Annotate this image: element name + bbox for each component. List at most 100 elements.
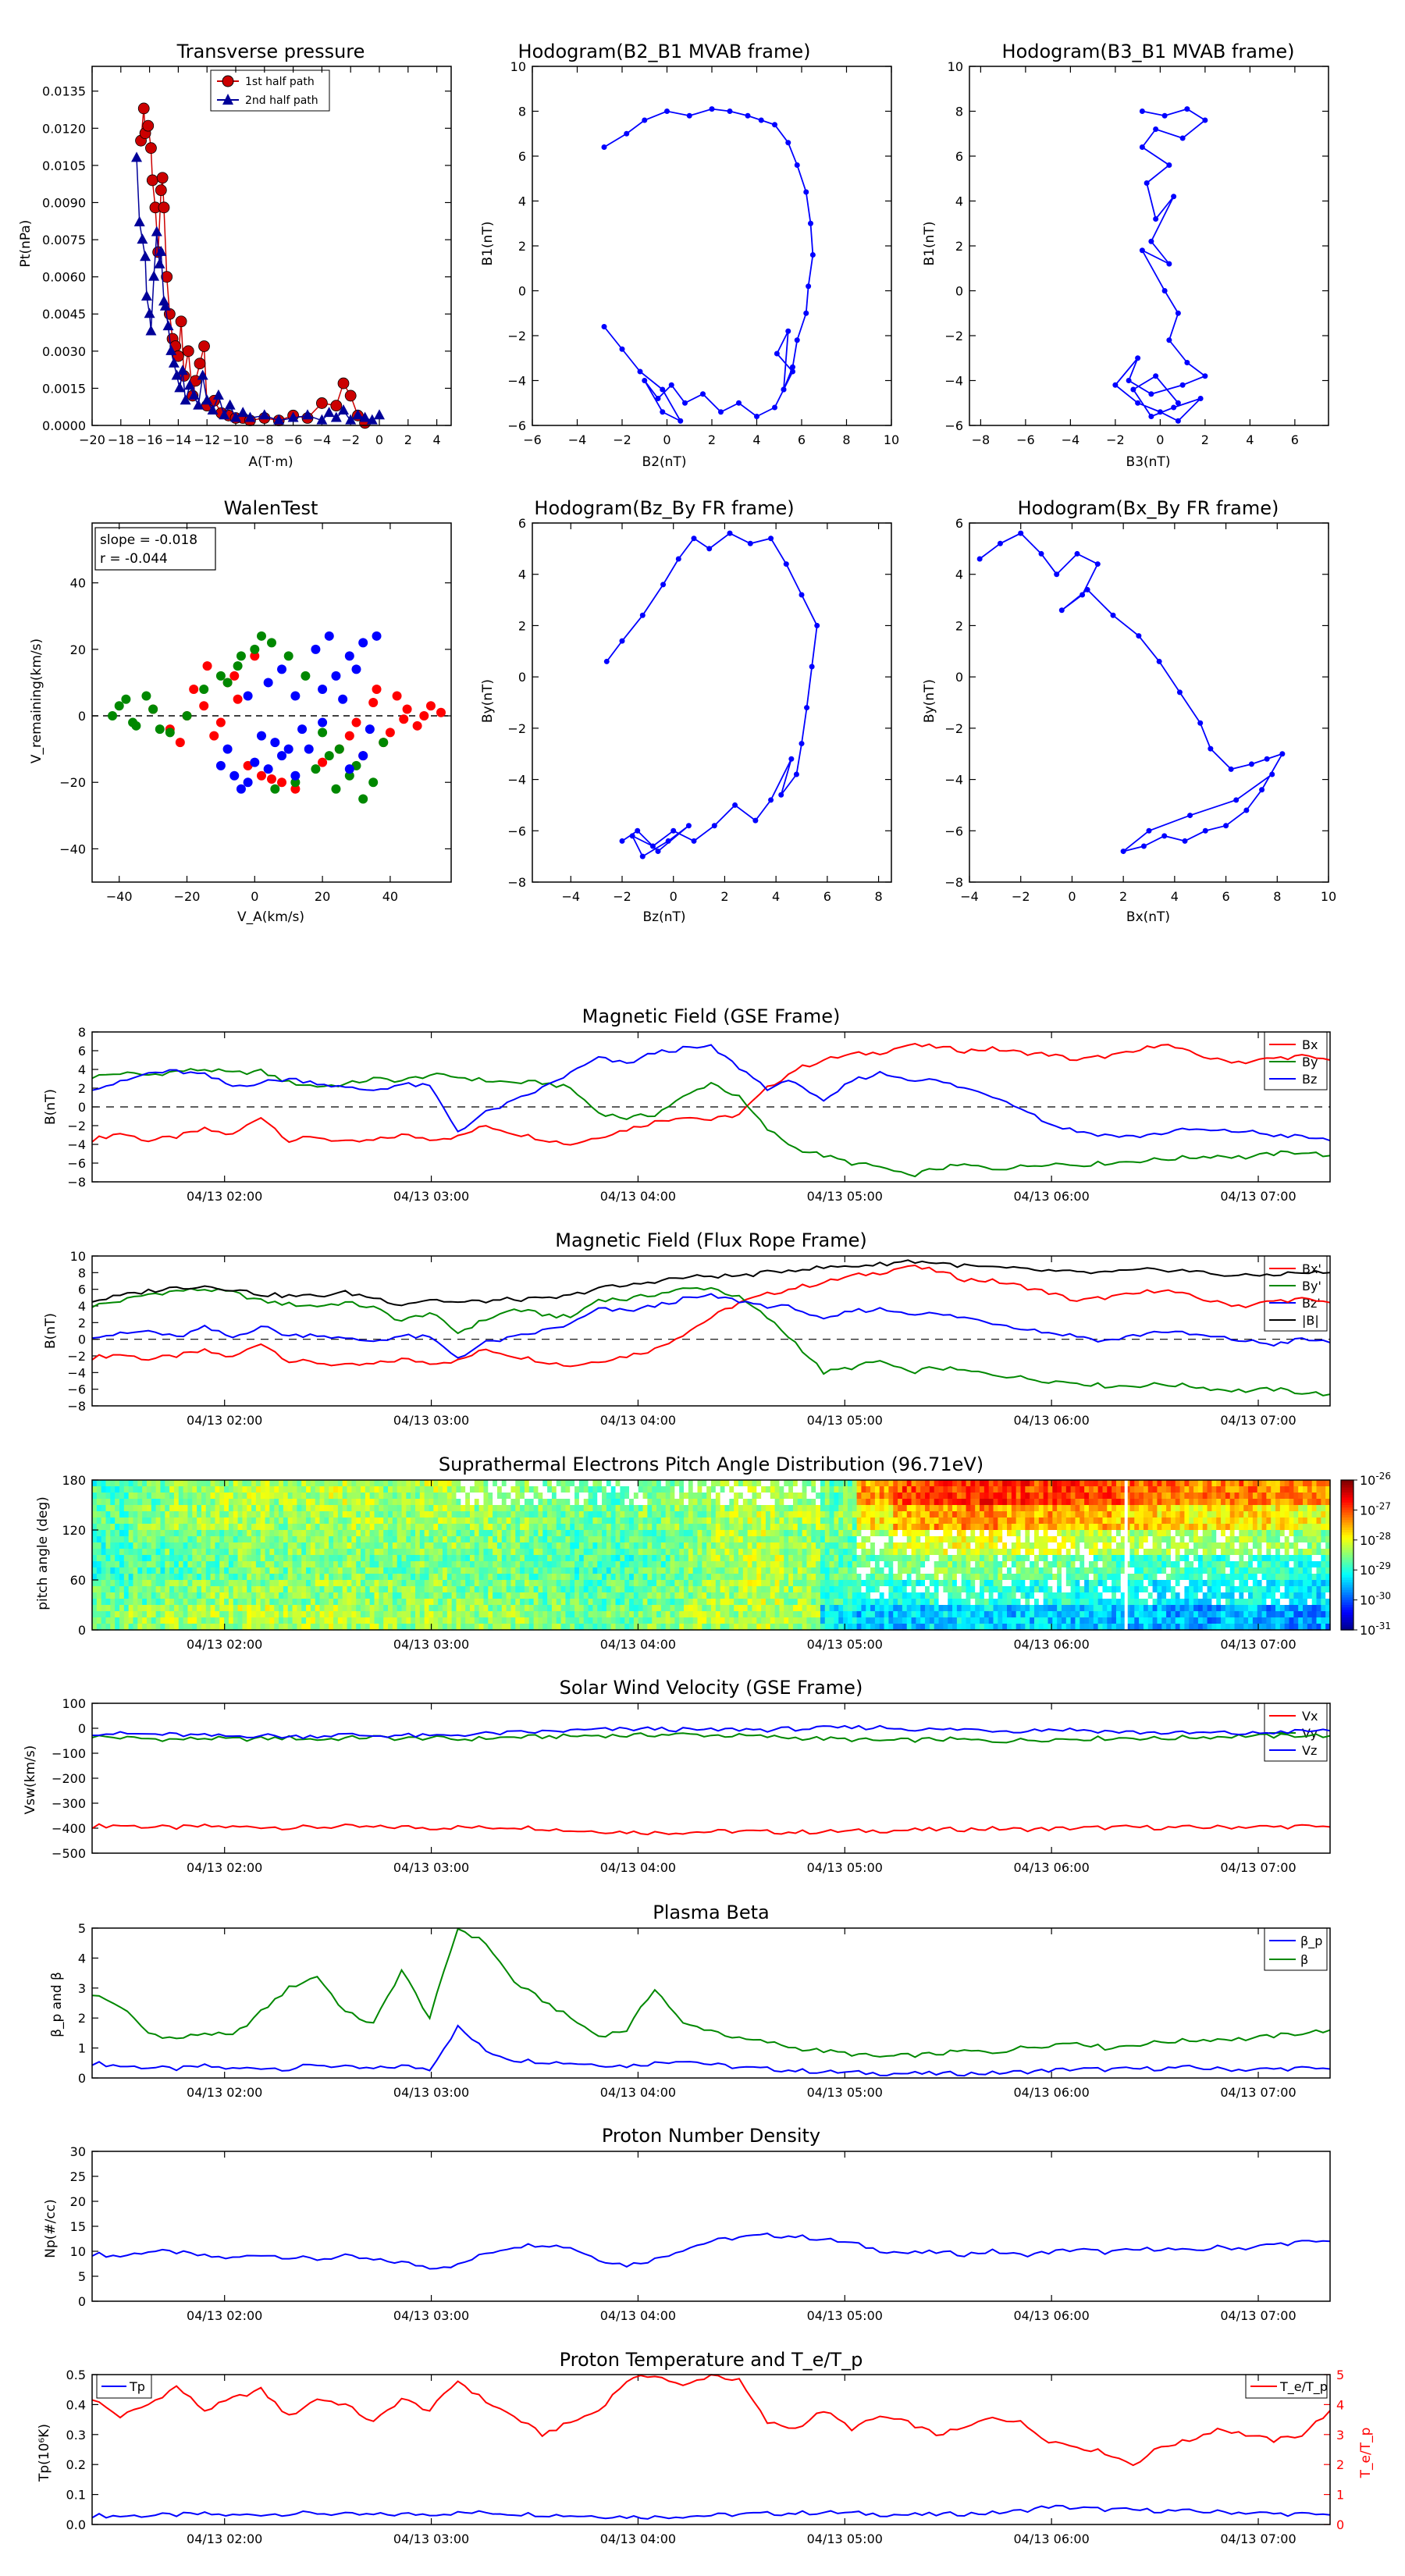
pad-cell — [578, 1567, 585, 1574]
pad-cell — [610, 1567, 617, 1574]
pad-cell — [1016, 1524, 1022, 1531]
pad-cell — [606, 1499, 612, 1506]
pad-cell — [729, 1517, 735, 1525]
walen-point — [199, 684, 209, 694]
pad-cell — [1115, 1524, 1122, 1531]
pt-ytick-label: 0.0120 — [42, 121, 86, 136]
pad-cell — [588, 1555, 593, 1562]
pad-cell — [128, 1530, 134, 1537]
pad-cell — [1139, 1499, 1144, 1506]
pad-cell — [610, 1536, 617, 1543]
pad-cell — [501, 1486, 507, 1493]
pad-cell — [310, 1486, 316, 1493]
pad-cell — [269, 1536, 275, 1543]
pad-cell — [729, 1480, 735, 1487]
pt-xtick-label: 4 — [433, 432, 441, 447]
pad-cell — [1129, 1486, 1135, 1493]
pad-cell — [1115, 1499, 1122, 1506]
pad-cell — [429, 1555, 434, 1562]
pad-cell — [1221, 1542, 1226, 1550]
pad-cell — [215, 1493, 220, 1500]
pad-cell — [456, 1567, 461, 1574]
pad-cell — [411, 1517, 416, 1525]
pad-cell — [802, 1542, 808, 1550]
pad-cell — [510, 1536, 516, 1543]
pad-cell — [506, 1499, 512, 1506]
pad-cell — [528, 1486, 535, 1493]
pad-cell — [943, 1486, 948, 1493]
pad-cell — [197, 1524, 202, 1531]
pad-cell — [583, 1549, 589, 1556]
tp-ytick-label: 0.1 — [66, 2488, 86, 2503]
pad-cell — [788, 1561, 794, 1568]
pad-cell — [1289, 1493, 1294, 1500]
pad-cell — [1016, 1493, 1022, 1500]
pt-point — [155, 184, 167, 197]
pad-cell — [406, 1555, 411, 1562]
pad-cell — [861, 1486, 866, 1493]
pad-cell — [642, 1505, 648, 1512]
pad-cell — [192, 1555, 197, 1562]
pad-cell — [324, 1505, 329, 1512]
pt-legend: 1st half path 2nd half path — [210, 69, 330, 112]
pad-cell — [1243, 1549, 1249, 1556]
pad-cell — [1298, 1499, 1304, 1506]
pad-cell — [142, 1530, 148, 1537]
walen-point — [318, 717, 328, 728]
pad-cell — [1139, 1524, 1144, 1531]
pad-cell — [1048, 1567, 1053, 1574]
pad-cell — [574, 1486, 580, 1493]
pt-point — [182, 345, 194, 358]
pad-cell — [570, 1499, 575, 1506]
pad-cell — [1211, 1536, 1217, 1543]
pad-cell — [729, 1505, 735, 1512]
h1-point — [781, 386, 787, 393]
pad-cell — [711, 1480, 717, 1487]
pad-cell — [146, 1536, 152, 1543]
pad-cell — [1093, 1567, 1099, 1574]
pad-cell — [829, 1555, 835, 1562]
pad-cell — [1120, 1493, 1126, 1500]
pad-cell — [898, 1505, 903, 1512]
pad-cell — [251, 1505, 257, 1512]
pad-cell — [1284, 1499, 1290, 1506]
pad-cell — [315, 1567, 321, 1574]
pad-cell — [752, 1542, 757, 1550]
pad-cell — [201, 1486, 207, 1493]
pad-cell — [816, 1555, 821, 1562]
h3-point — [788, 756, 795, 762]
pad-cell — [333, 1486, 339, 1493]
pad-cell — [528, 1542, 535, 1550]
mag_fr-xtick-label: 04/13 06:00 — [1013, 1413, 1089, 1428]
pad-cell — [388, 1542, 393, 1550]
pad-cell — [592, 1536, 598, 1543]
pad-cell — [1020, 1511, 1026, 1518]
pad-cell — [998, 1549, 1003, 1556]
pad-cell — [456, 1549, 461, 1556]
pad-cell — [183, 1530, 189, 1537]
h3-title: Hodogram(Bz_By FR frame) — [534, 497, 794, 519]
pad-cell — [770, 1486, 776, 1493]
h2-point — [1175, 400, 1181, 406]
pad-cell — [870, 1486, 876, 1493]
h1-xtick-label: 0 — [663, 432, 670, 447]
pad-cell — [356, 1549, 361, 1556]
pad-cell — [446, 1549, 453, 1556]
pad-cell — [187, 1555, 193, 1562]
pad-cell — [1248, 1555, 1254, 1562]
pad-cell — [870, 1567, 876, 1574]
pad-cell — [824, 1549, 831, 1556]
pad-cell — [1225, 1567, 1231, 1574]
pad-cell — [215, 1517, 220, 1525]
pad-cell — [843, 1549, 848, 1556]
pad-cell — [324, 1542, 329, 1550]
pad-cell — [647, 1555, 653, 1562]
pad-cell — [602, 1499, 607, 1506]
pad-cell — [1030, 1530, 1035, 1537]
h2-point — [1202, 117, 1208, 123]
pad-cell — [1157, 1524, 1162, 1531]
pad-cell — [1033, 1499, 1040, 1506]
pad-cell — [638, 1555, 644, 1562]
pad-cell — [820, 1530, 826, 1537]
pad-cell — [652, 1542, 657, 1550]
